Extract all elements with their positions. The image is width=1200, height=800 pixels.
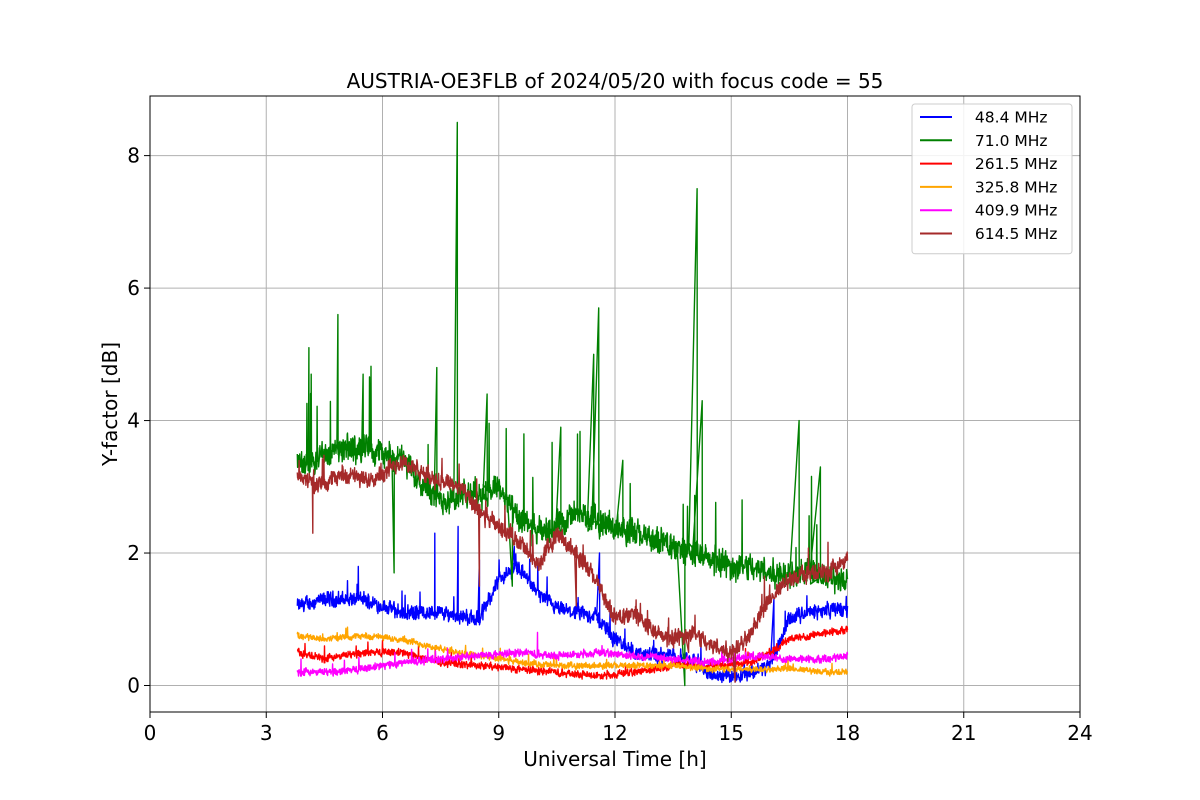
x-axis-label: Universal Time [h] (523, 747, 706, 771)
x-tick-label: 18 (835, 721, 860, 745)
series-line-3 (296, 626, 848, 677)
x-tick-label: 24 (1067, 721, 1092, 745)
legend-label: 614.5 MHz (970, 225, 1057, 243)
legend: 48.4 MHz 71.0 MHz 261.5 MHz 325.8 MHz 40… (911, 103, 1073, 255)
y-axis: 0 2 4 6 8 (127, 144, 150, 698)
chart-title: AUSTRIA-OE3FLB of 2024/05/20 with focus … (347, 69, 884, 93)
x-axis: 0 3 6 9 12 15 18 21 24 (144, 712, 1093, 745)
y-tick-label: 0 (127, 674, 140, 698)
y-tick-label: 8 (127, 144, 140, 168)
x-tick-label: 12 (602, 721, 627, 745)
x-tick-label: 9 (492, 721, 505, 745)
x-tick-label: 15 (719, 721, 744, 745)
x-tick-label: 0 (144, 721, 157, 745)
y-tick-label: 6 (127, 276, 140, 300)
y-tick-label: 4 (127, 409, 140, 433)
legend-label: 48.4 MHz (970, 109, 1048, 127)
legend-label: 71.0 MHz (970, 132, 1048, 150)
legend-label: 409.9 MHz (970, 202, 1057, 220)
x-tick-label: 3 (260, 721, 273, 745)
series-group (296, 121, 849, 687)
series-line-4 (296, 631, 849, 677)
series-line-0 (296, 525, 849, 684)
series-line-2 (296, 625, 849, 680)
legend-label: 261.5 MHz (970, 155, 1057, 173)
x-tick-label: 6 (376, 721, 389, 745)
series-line-5 (296, 454, 849, 683)
y-tick-label: 2 (127, 541, 140, 565)
legend-label: 325.8 MHz (970, 178, 1057, 196)
legend-box (911, 103, 1073, 255)
y-axis-label: Y-factor [dB] (98, 342, 122, 467)
x-tick-label: 21 (951, 721, 976, 745)
